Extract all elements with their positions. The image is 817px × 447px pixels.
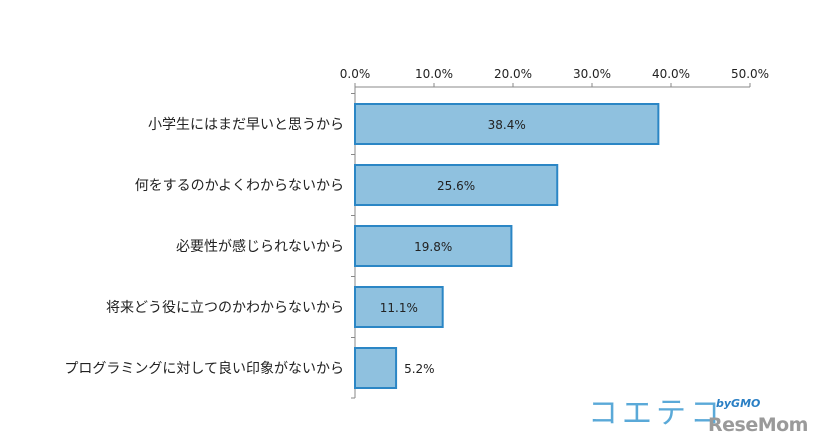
by-gmo-logo: byGMO: [716, 397, 761, 410]
x-tick-label: 0.0%: [340, 67, 371, 81]
category-label: 必要性が感じられないから: [176, 238, 344, 255]
bar: [354, 225, 513, 267]
category-label: プログラミングに対して良い印象がないから: [64, 361, 344, 377]
x-tick-label: 10.0%: [415, 67, 453, 81]
data-label: 19.8%: [414, 240, 452, 254]
data-label: 38.4%: [488, 118, 526, 132]
x-tick-label: 30.0%: [573, 67, 611, 81]
category-labels: 小学生にはまだ早いと思うから何をするのかよくわからないから必要性が感じられないか…: [64, 117, 344, 377]
data-labels: 38.4% 25.6% 19.8% 11.1% 5.2%: [380, 118, 526, 376]
x-axis-ticks: 0.0% 10.0% 20.0% 30.0% 40.0% 50.0%: [340, 67, 769, 87]
x-tick-label: 40.0%: [652, 67, 690, 81]
bar: [354, 347, 398, 389]
x-tick-label: 20.0%: [494, 67, 532, 81]
category-label: 何をするのかよくわからないから: [135, 178, 344, 194]
bar: [354, 164, 559, 206]
data-label: 11.1%: [380, 301, 418, 315]
bar: [354, 286, 444, 328]
data-label: 5.2%: [404, 362, 435, 376]
bars: [354, 103, 660, 389]
category-label: 小学生にはまだ早いと思うから: [148, 117, 344, 133]
coetecu-logo: コエテコ: [588, 396, 724, 431]
bar: [354, 103, 660, 145]
data-label: 25.6%: [437, 179, 475, 193]
category-label: 将来どう役に立つのかわからないから: [106, 300, 344, 316]
resemom-logo: ReseMom: [708, 414, 808, 436]
x-tick-label: 50.0%: [731, 67, 769, 81]
